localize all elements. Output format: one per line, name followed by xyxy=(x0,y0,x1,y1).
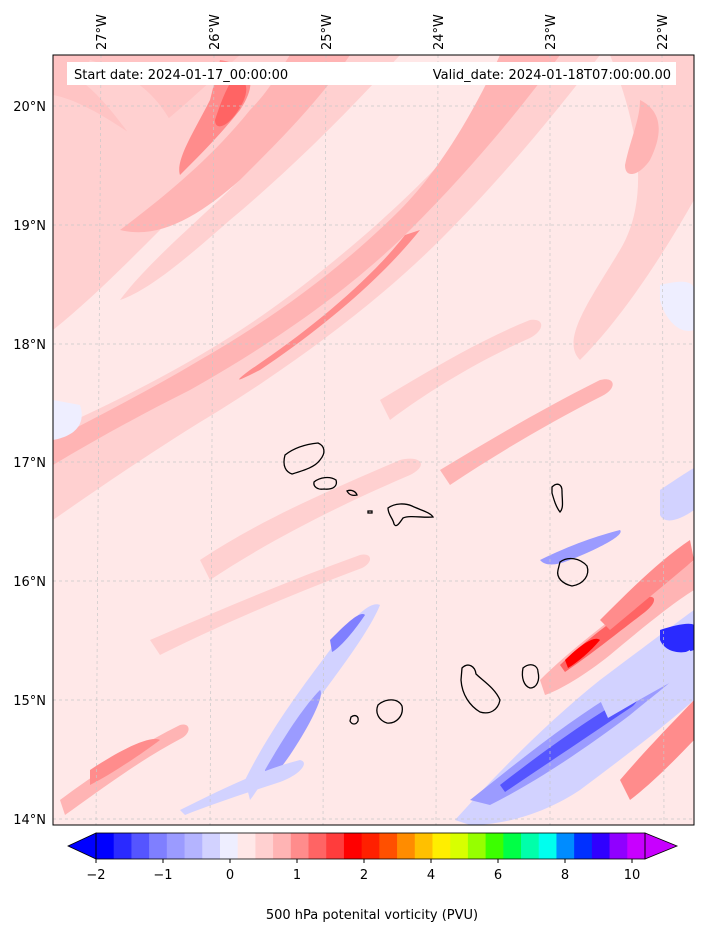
colorbar-cell xyxy=(113,833,132,859)
colorbar-cell xyxy=(149,833,168,859)
lat-label-19n: 19°N xyxy=(13,219,46,234)
colorbar-cell xyxy=(219,833,239,859)
lon-label-25w: 25°W xyxy=(320,14,335,50)
colorbar-extend-min xyxy=(67,832,97,860)
island-sao-vicente xyxy=(313,476,338,490)
colorbar-cell xyxy=(574,833,593,859)
header-box xyxy=(67,62,676,85)
island-fogo xyxy=(376,699,403,724)
cbar-tick-label: −2 xyxy=(86,868,105,883)
colorbar-cell xyxy=(96,833,115,859)
colorbar-cell xyxy=(538,833,557,859)
colorbar-frame xyxy=(95,832,646,860)
colorbar-cell xyxy=(131,833,150,859)
map-panel: Start date: 2024-01-17_00:00:00 Valid_da… xyxy=(53,55,694,825)
island-brava xyxy=(349,714,359,725)
colorbar-cell xyxy=(184,833,203,859)
colorbar-title: 500 hPa potenital vorticity (PVU) xyxy=(266,908,478,923)
colorbar-cell xyxy=(202,833,221,859)
lon-label-22w: 22°W xyxy=(656,14,671,50)
colorbar-cells xyxy=(96,833,646,859)
colorbar-cell xyxy=(627,833,646,859)
cbar-tick-label: 1 xyxy=(293,868,301,883)
colorbar-cell xyxy=(397,833,416,859)
longitude-labels: 27°W 26°W 25°W 24°W 23°W 22°W xyxy=(95,14,671,50)
colorbar-cell xyxy=(343,833,363,859)
latitude-labels: 20°N 19°N 18°N 17°N 16°N 15°N 14°N xyxy=(13,100,46,828)
colorbar-cell xyxy=(467,833,487,859)
colorbar-cell xyxy=(521,833,540,859)
cbar-tick-label: −1 xyxy=(153,868,172,883)
colorbar-cell xyxy=(166,833,186,859)
island-branco xyxy=(367,510,373,514)
graticule xyxy=(53,55,694,825)
lon-label-23w: 23°W xyxy=(544,14,559,50)
colorbar-ticks xyxy=(95,859,633,863)
colorbar: −2 −1 0 1 2 4 6 8 10 500 hPa potenital v… xyxy=(67,832,679,923)
lat-label-18n: 18°N xyxy=(13,338,46,353)
island-santiago xyxy=(460,664,501,714)
island-sal xyxy=(551,483,564,513)
island-santa-luzia xyxy=(346,489,358,497)
lat-label-16n: 16°N xyxy=(13,575,46,590)
colorbar-cell xyxy=(591,833,611,859)
cbar-tick-label: 2 xyxy=(360,868,368,883)
lon-label-27w: 27°W xyxy=(95,14,110,50)
cbar-tick-label: 8 xyxy=(561,868,569,883)
lon-label-26w: 26°W xyxy=(208,14,223,50)
valid-date-label: Valid_date: 2024-01-18T07:00:00.00 xyxy=(433,68,671,83)
colorbar-tick-labels: −2 −1 0 1 2 4 6 8 10 xyxy=(86,868,640,883)
colorbar-cell xyxy=(237,833,256,859)
cbar-tick-label: 0 xyxy=(226,868,234,883)
colorbar-cell xyxy=(326,833,345,859)
cbar-tick-label: 4 xyxy=(427,868,435,883)
island-sao-nicolau xyxy=(387,503,435,527)
start-date-label: Start date: 2024-01-17_00:00:00 xyxy=(74,68,288,83)
colorbar-cell xyxy=(609,833,628,859)
colorbar-cell xyxy=(255,833,274,859)
colorbar-cell xyxy=(308,833,327,859)
lat-label-17n: 17°N xyxy=(13,456,46,471)
colorbar-cell xyxy=(290,833,310,859)
cbar-tick-label: 6 xyxy=(494,868,502,883)
island-santo-antao xyxy=(283,442,325,475)
island-maio xyxy=(521,664,540,689)
colorbar-cell xyxy=(361,833,380,859)
colorbar-extend-max xyxy=(644,832,679,860)
colorbar-cell xyxy=(414,833,433,859)
island-coastlines xyxy=(283,442,589,725)
lat-label-15n: 15°N xyxy=(13,694,46,709)
colorbar-cell xyxy=(485,833,504,859)
island-boa-vista xyxy=(557,557,589,587)
colorbar-cell xyxy=(450,833,469,859)
map-frame xyxy=(52,54,695,826)
colorbar-cell xyxy=(503,833,522,859)
colorbar-cell xyxy=(556,833,575,859)
colorbar-cell xyxy=(273,833,292,859)
lon-label-24w: 24°W xyxy=(432,14,447,50)
lat-label-14n: 14°N xyxy=(13,813,46,828)
colorbar-cell xyxy=(432,833,451,859)
cbar-tick-label: 10 xyxy=(624,868,641,883)
colorbar-cell xyxy=(379,833,398,859)
lat-label-20n: 20°N xyxy=(13,100,46,115)
